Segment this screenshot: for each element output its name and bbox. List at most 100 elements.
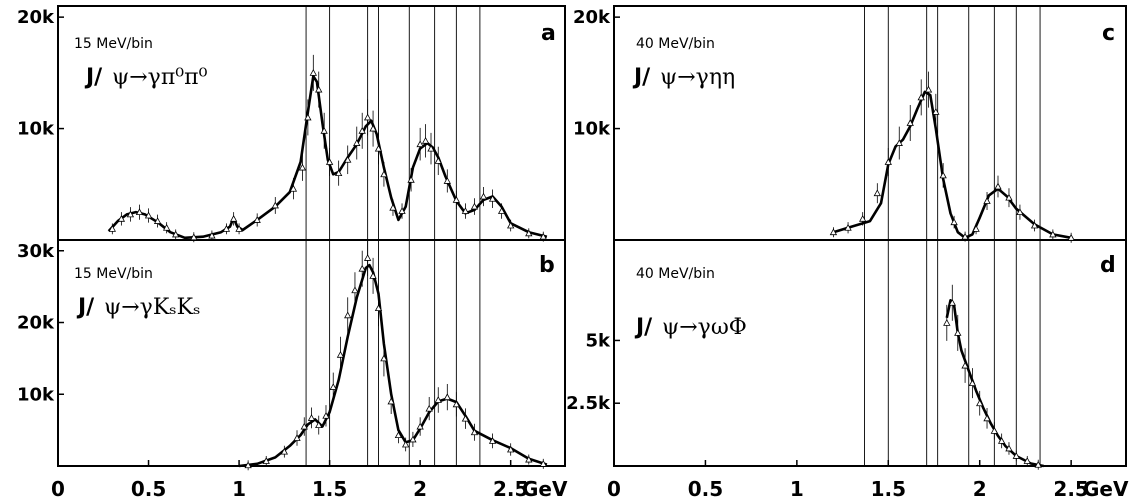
panel-a-data-point [461,207,470,214]
panel-b-marks: 10k 20k 30k 0 0.5 1 1.5 2 2.5 [17,239,548,500]
panel-a-data-point [334,169,343,177]
panel-d-reaction-prefix: J/ [634,315,653,340]
panel-d-data-point [976,399,984,407]
panel-a-data-point [309,69,317,76]
panel-b-frame [57,239,566,467]
panel-a-reaction-prefix: J/ [84,65,103,90]
panel-b-letter: b [539,253,555,278]
panel-a-data-point [190,233,198,241]
panel-c-data-point [895,139,903,146]
panel-d-reaction: ψ→γωΦ [662,315,747,340]
panel-b-x-tick-label: 0 [51,477,65,500]
panel-a-data-point [427,144,435,152]
panel-a-data-point [380,170,388,178]
panel-d-data-point [954,329,962,336]
panel-b: 15 MeV/bin J/ ψ→γKₛKₛ b GeV [57,239,568,500]
panel-a-data-point [507,221,515,229]
panel-b-data-point [358,264,366,272]
panel-b-data-point [307,414,316,421]
panel-b-x-tick-label: 2.5 [493,477,528,500]
panel-c-data-point [994,182,1002,190]
panel-a-data-point [470,202,479,210]
panel-a-reaction: ψ→γπ⁰π⁰ [112,65,208,90]
panel-a-data-point [117,214,126,222]
panel-a-data-point [315,85,323,93]
panel-d-data-point [1023,457,1031,464]
panel-a-data-point [344,155,352,163]
panel-c-y-tick-label: 20k [573,7,611,28]
panel-d-data-point [997,437,1006,444]
panel-b-data-point [329,383,337,390]
panel-a-data-point [525,229,533,237]
panel-a-data-point [539,232,547,240]
panel-c-y-tick-label: 10k [573,119,611,140]
panel-d-data-point [1012,452,1020,459]
panel-a-data-point [497,207,506,214]
panel-b-data-point [525,455,533,463]
panel-d-data-point [1005,444,1013,452]
panel-d-x-tick-label: 0.5 [688,477,723,500]
panel-c-data-point [972,225,980,232]
panel-c-data-point [1005,193,1013,201]
panel-a-data-point [135,208,144,216]
panel-a-bin-label: 15 MeV/bin [74,36,153,52]
panel-a-data-point [298,163,307,171]
panel-a-marks: 10k 20k [17,6,548,243]
panel-a-data-point [452,196,461,203]
panel-a-data-point [398,207,406,214]
panel-c-data-point [1016,208,1024,216]
panel-b-data-point [374,304,383,312]
panel-a-data-point [144,211,153,219]
panel-a-data-point [153,217,162,224]
panel-b-x-tick-label: 0.5 [131,477,166,500]
panel-c-letter: c [1102,21,1115,46]
panel-c-data-point [961,232,969,240]
panel-a-data-point [353,139,361,146]
panel-d-x-tick-label: 1 [790,477,804,500]
panel-d-y-tick-label: 5k [586,330,612,351]
panel-d-data-point [961,361,969,369]
panel-d-x-tick-label: 2 [973,477,987,500]
panel-c-data-point [844,223,852,231]
panel-b-data-point [336,350,345,358]
panel-a-data-point [358,126,366,134]
panel-b-data-point [300,422,308,430]
panel-d-marks: 2.5k 5k 0 0.5 1 1.5 2 2.5 [566,240,1089,500]
panel-a-data-point [162,223,171,231]
panel-b-reaction: ψ→γKₛKₛ [104,295,201,320]
chart-marks: 10k 20k 10k 20k 30k 0 0.5 1 1.5 2 2.5 10k 20k 2.5k 5k 0… [17,6,1089,500]
panel-a-data-point [369,124,377,132]
panel-c-data-point [950,218,958,226]
panel-d-data-point [948,298,956,306]
panel-a-data-point [126,210,135,218]
panel-c-data-point [924,85,933,93]
panel-c-data-point [917,93,925,101]
panel-a-data-point [374,144,383,152]
panel-a-data-point [289,184,298,192]
panel-b-data-point [409,435,417,443]
panel-a-data-point [407,175,415,183]
panel-c-data-point [1049,230,1057,238]
panel-b-y-tick-label: 20k [17,313,55,334]
panel-b-y-tick-label: 30k [17,241,55,262]
panel-b-data-point [344,311,352,319]
panel-a-data-point [108,225,116,232]
panel-b-data-point [280,447,289,455]
panel-b-fit-curve [238,263,548,468]
panel-d-letter: d [1100,253,1116,278]
panel-b-data-point [539,460,547,467]
panel-b-data-point [369,272,377,279]
panel-d-x-tick-label: 1.5 [871,477,906,500]
panel-b-data-point [262,457,270,464]
panel-b-data-point [416,422,424,430]
panel-b-x-unit: GeV [522,477,568,500]
panel-d-data-point [983,414,991,422]
panel-c-data-point [939,171,947,179]
panel-b-data-point [363,254,372,261]
panel-b-data-point [443,393,451,401]
panel-c-data-point [1067,233,1075,241]
panel-b-data-point [293,434,301,441]
panel-a-data-point [479,192,488,200]
panel-d-x-tick-label: 2.5 [1053,477,1088,500]
